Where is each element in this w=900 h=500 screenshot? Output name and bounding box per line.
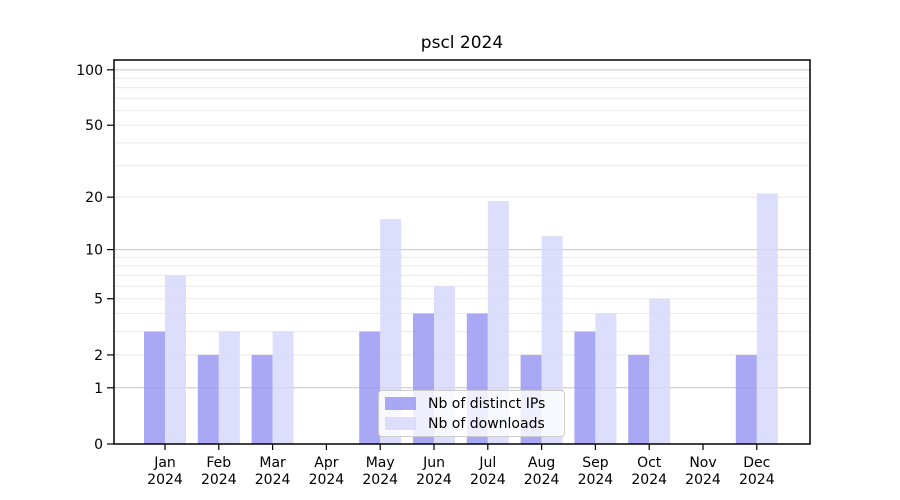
bar-downloads — [487, 201, 509, 444]
x-tick-label-year: 2024 — [416, 472, 452, 488]
y-tick-label: 2 — [94, 348, 103, 364]
x-tick-label-year: 2024 — [255, 472, 291, 488]
y-tick-label: 1 — [94, 381, 103, 397]
x-tick-label-year: 2024 — [309, 472, 345, 488]
x-tick-label-month: Apr — [314, 455, 338, 471]
x-tick-label-month: Aug — [528, 455, 555, 471]
x-tick-label-year: 2024 — [739, 472, 775, 488]
x-tick-label-year: 2024 — [685, 472, 721, 488]
x-tick-label-month: Jun — [422, 455, 445, 471]
bar-downloads — [595, 313, 617, 444]
x-tick-label-month: May — [366, 455, 395, 471]
x-tick-label-month: Sep — [582, 455, 609, 471]
bar-downloads — [380, 219, 402, 444]
bar-downloads — [649, 298, 671, 444]
x-tick-label-month: Mar — [259, 455, 286, 471]
bar-distinct-ips — [574, 331, 596, 444]
axes-border — [113, 59, 811, 445]
y-tick-label: 10 — [85, 243, 103, 259]
bar-downloads — [756, 193, 778, 444]
y-tick-label: 50 — [85, 118, 103, 134]
x-tick-label-month: Oct — [637, 455, 662, 471]
x-tick-label-year: 2024 — [147, 472, 183, 488]
legend: Nb of distinct IPs Nb of downloads — [378, 390, 565, 437]
y-tick-label: 100 — [76, 63, 103, 79]
legend-label: Nb of downloads — [428, 415, 545, 432]
bar-downloads — [165, 275, 186, 444]
legend-item: Nb of downloads — [385, 417, 564, 431]
legend-swatch-downloads-icon — [385, 417, 416, 430]
x-tick-label-month: Jul — [478, 455, 496, 471]
y-tick-label: 0 — [94, 437, 103, 453]
y-tick-label: 5 — [94, 292, 103, 308]
legend-label: Nb of distinct IPs — [428, 395, 546, 412]
bar-distinct-ips — [359, 331, 381, 444]
x-tick-label-year: 2024 — [470, 472, 506, 488]
x-tick-label-year: 2024 — [201, 472, 237, 488]
bar-downloads — [218, 331, 240, 444]
bar-distinct-ips — [144, 331, 165, 444]
x-tick-label-year: 2024 — [524, 472, 560, 488]
bar-downloads — [272, 331, 294, 444]
x-tick-label-year: 2024 — [631, 472, 667, 488]
x-tick-label-year: 2024 — [578, 472, 614, 488]
x-tick-label-month: Dec — [743, 455, 770, 471]
x-tick-label-month: Nov — [689, 455, 716, 471]
bar-distinct-ips — [735, 354, 757, 444]
bar-distinct-ips — [197, 354, 219, 444]
x-tick-label-year: 2024 — [362, 472, 398, 488]
x-tick-label-month: Feb — [206, 455, 231, 471]
y-tick-label: 20 — [85, 190, 103, 206]
x-tick-label-month: Jan — [153, 455, 176, 471]
chart-title: pscl 2024 — [420, 33, 504, 53]
legend-swatch-distinct-ips-icon — [385, 397, 416, 410]
legend-item: Nb of distinct IPs — [385, 397, 564, 411]
bar-distinct-ips — [628, 354, 650, 444]
bar-distinct-ips — [251, 354, 273, 444]
